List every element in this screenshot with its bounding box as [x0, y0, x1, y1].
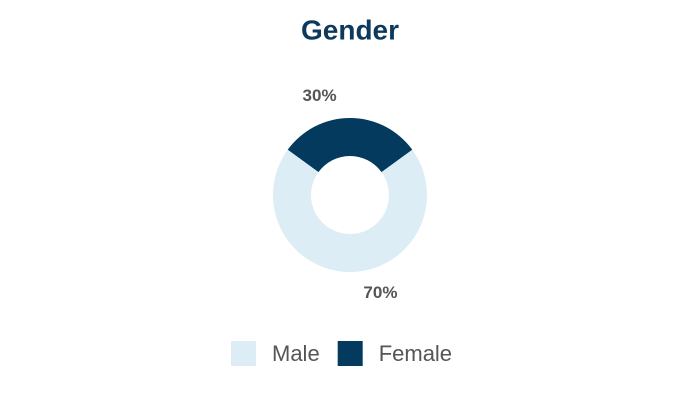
legend-label: Male [272, 341, 320, 366]
legend-swatch [337, 341, 363, 366]
chart-title: Gender [301, 14, 399, 45]
legend-swatch [231, 341, 256, 366]
data-label: 70% [363, 283, 397, 302]
donut-slice [287, 118, 413, 173]
legend-label: Female [379, 341, 452, 366]
donut-slice [273, 149, 428, 273]
data-label: 30% [303, 86, 337, 105]
